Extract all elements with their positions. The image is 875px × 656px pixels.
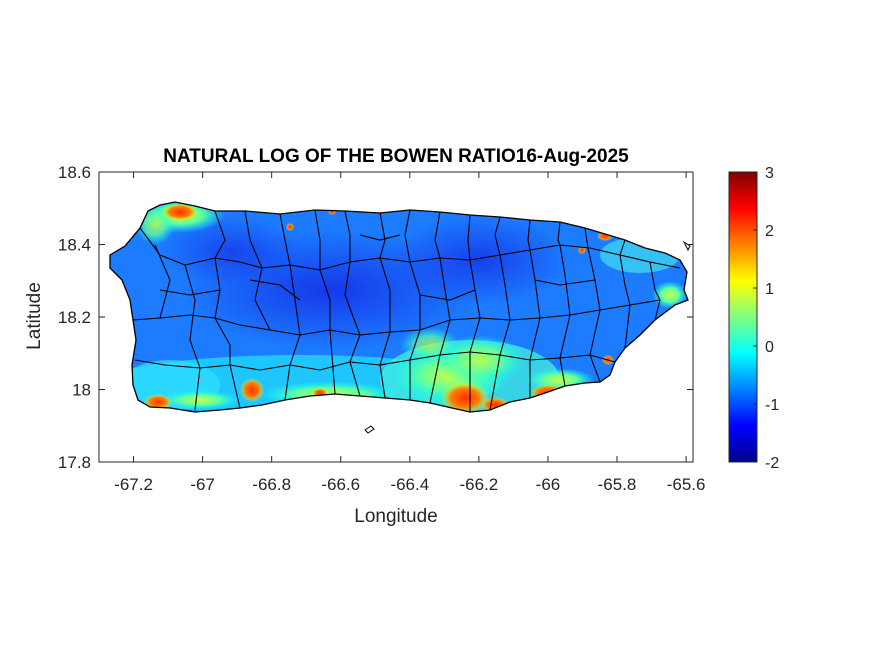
- y-tick-label: 18: [72, 381, 91, 400]
- y-axis-label: Latitude: [24, 282, 45, 350]
- islet-caja-de-muertos: [364, 425, 375, 434]
- colorbar-ticks: 3 2 1 0 -1 -2: [753, 165, 779, 472]
- municipality-boundaries: [132, 209, 681, 412]
- y-tick-label: 18.6: [58, 163, 91, 182]
- x-axis-label: Longitude: [354, 506, 437, 527]
- y-tick-label: 18.2: [58, 308, 91, 327]
- colorbar-tick-label: 0: [765, 339, 774, 356]
- colorbar: [728, 171, 758, 463]
- colorbar-tick-label: 2: [765, 223, 774, 240]
- x-tick-label: -66.6: [321, 475, 360, 494]
- x-tick-label: -66.4: [390, 475, 429, 494]
- x-tick-label: -66.8: [252, 475, 291, 494]
- x-tick-label: -66: [536, 475, 561, 494]
- x-tick-label: -65.6: [667, 475, 706, 494]
- colorbar-tick-label: -2: [765, 455, 779, 472]
- colorbar-tick-label: 1: [765, 281, 774, 298]
- colorbar-tick-label: -1: [765, 397, 779, 414]
- x-axis: -67.2 -67 -66.8 -66.6 -66.4 -66.2 -66 -65.8 -65.…: [114, 172, 705, 494]
- x-tick-label: -65.8: [598, 475, 637, 494]
- x-tick-label: -67: [190, 475, 215, 494]
- colorbar-tick-label: 3: [765, 165, 774, 182]
- x-tick-label: -67.2: [114, 475, 153, 494]
- x-tick-label: -66.2: [460, 475, 499, 494]
- map-title: NATURAL LOG OF THE BOWEN RATIO16-Aug-202…: [163, 146, 629, 167]
- y-tick-label: 18.4: [58, 236, 91, 255]
- y-tick-label: 17.8: [58, 453, 91, 472]
- y-axis: 18.6 18.4 18.2 18 17.8: [58, 163, 693, 472]
